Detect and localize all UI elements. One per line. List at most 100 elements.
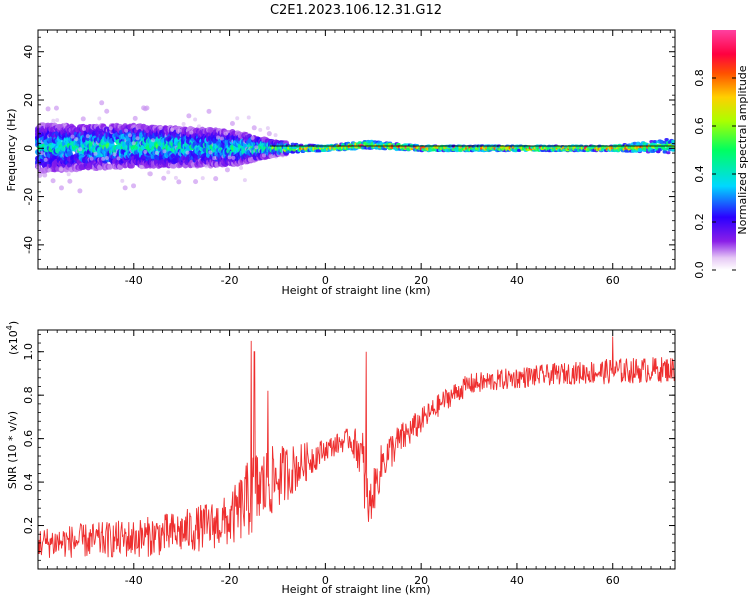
heat-faint-mark	[161, 175, 167, 181]
heat-mark	[662, 150, 668, 154]
heat-faint-mark	[242, 178, 247, 183]
heat-faint-mark	[173, 175, 178, 180]
heat-faint-mark	[66, 172, 71, 177]
spectrogram-x-ticks: -40 -20 0 20 40 60	[47, 30, 671, 287]
heat-faint-mark	[224, 167, 230, 173]
y-tick-label: -20	[22, 188, 35, 206]
heat-faint-mark	[162, 149, 167, 154]
x-tick-label: 60	[606, 274, 620, 287]
heat-faint-mark	[186, 113, 192, 119]
snr-panel: -40 -20 0 20 40 60 0.2 0.4 0.6 0.8 1.0 Height of …	[5, 321, 676, 596]
heat-faint-mark	[80, 116, 86, 122]
heat-faint-mark	[132, 115, 138, 121]
heat-faint-mark	[229, 120, 235, 126]
snr-x-axis-label: Height of straight line (km)	[281, 583, 430, 596]
y-tick-label: 40	[22, 45, 35, 59]
x-tick-label: -40	[125, 274, 143, 287]
heat-faint-mark	[89, 156, 94, 161]
heat-faint-mark	[265, 126, 270, 131]
heat-faint-mark	[235, 116, 240, 121]
heat-faint-mark	[101, 156, 106, 161]
heat-faint-mark	[185, 150, 190, 155]
heat-faint-mark	[150, 138, 155, 143]
colorbar-tick-label: 0.4	[693, 165, 706, 183]
colorbar-tick-label: 0.6	[693, 117, 706, 135]
heat-mark	[664, 138, 669, 142]
heat-faint-mark	[158, 125, 163, 130]
heat-faint-mark	[154, 150, 159, 155]
colorbar-gradient	[712, 30, 736, 270]
heat-faint-mark	[258, 127, 263, 132]
heat-faint-mark	[127, 133, 132, 138]
x-tick-label: 20	[414, 574, 428, 587]
heat-faint-mark	[67, 178, 73, 184]
heat-mark	[666, 151, 671, 155]
heat-faint-mark	[216, 135, 221, 140]
heat-faint-mark	[181, 121, 186, 126]
colorbar: 0.0 0.2 0.4 0.6 0.8 Normalized spectral ampl…	[693, 30, 749, 279]
snr-frame	[37, 329, 676, 570]
heat-mark	[652, 139, 658, 144]
heat-faint-mark	[45, 106, 51, 112]
heat-faint-mark	[78, 147, 83, 152]
heat-faint-mark	[58, 185, 64, 191]
heat-faint-mark	[223, 131, 228, 136]
heat-faint-mark	[104, 156, 109, 161]
snr-line-marks	[37, 336, 676, 558]
snr-y-multiplier: (x104)	[5, 321, 20, 355]
heat-faint-mark	[93, 151, 98, 156]
y-tick-label: 0.4	[22, 473, 35, 491]
x-tick-label: 60	[606, 574, 620, 587]
heat-faint-mark	[147, 171, 152, 176]
heat-faint-mark	[208, 150, 213, 155]
heat-faint-mark	[55, 118, 60, 123]
colorbar-tick-label: 0.2	[693, 213, 706, 231]
x-tick-label: 0	[322, 574, 329, 587]
heat-faint-mark	[70, 134, 75, 139]
heat-faint-mark	[196, 124, 201, 129]
heat-faint-mark	[254, 145, 259, 150]
colorbar-ticks: 0.0 0.2 0.4 0.6 0.8	[693, 69, 736, 279]
heat-faint-mark	[104, 108, 110, 114]
heat-faint-mark	[193, 179, 199, 185]
heat-faint-mark	[108, 126, 113, 131]
x-tick-label: 20	[414, 274, 428, 287]
heat-faint-mark	[139, 165, 144, 170]
heat-faint-mark	[239, 165, 244, 170]
heat-faint-mark	[50, 178, 56, 184]
snr-y-ticks: 0.2 0.4 0.6 0.8 1.0	[22, 333, 675, 570]
heat-faint-mark	[131, 183, 137, 189]
y-tick-label: 0.8	[22, 386, 35, 404]
snr-line	[37, 336, 676, 558]
svg-text:(x104): (x104)	[5, 321, 20, 355]
heat-faint-mark	[269, 154, 274, 159]
heat-faint-mark	[250, 135, 255, 140]
heat-faint-mark	[51, 118, 56, 123]
heat-faint-mark	[144, 105, 150, 111]
y-tick-label: 20	[22, 93, 35, 107]
heat-faint-mark	[251, 125, 257, 131]
spectrogram-panel: -40 -20 0 20 40 60 -40 -20 0 20 40 Height of stra…	[5, 29, 676, 297]
heat-faint-mark	[219, 136, 224, 141]
heat-mark	[662, 147, 668, 151]
snr-y-axis-label: SNR (10 * v/v)	[6, 411, 19, 489]
heat-faint-mark	[262, 153, 267, 158]
heat-faint-mark	[74, 137, 79, 142]
heat-mark	[671, 148, 676, 152]
snr-multiplier-close: )	[7, 321, 20, 325]
heat-faint-mark	[62, 122, 67, 127]
heat-faint-mark	[227, 155, 232, 160]
heat-faint-mark	[85, 134, 90, 139]
x-tick-label: -20	[221, 574, 239, 587]
heat-faint-mark	[231, 155, 236, 160]
heat-mark	[170, 162, 177, 169]
heat-faint-mark	[122, 185, 128, 191]
heat-faint-mark	[212, 156, 217, 161]
colorbar-tick-label: 0.8	[693, 69, 706, 87]
heat-faint-mark	[39, 151, 44, 156]
y-tick-label: -40	[22, 236, 35, 254]
y-tick-label: 0	[22, 145, 35, 152]
heat-faint-mark	[124, 128, 129, 133]
spectrogram-heat-marks	[35, 100, 676, 194]
heat-mark	[667, 148, 673, 152]
